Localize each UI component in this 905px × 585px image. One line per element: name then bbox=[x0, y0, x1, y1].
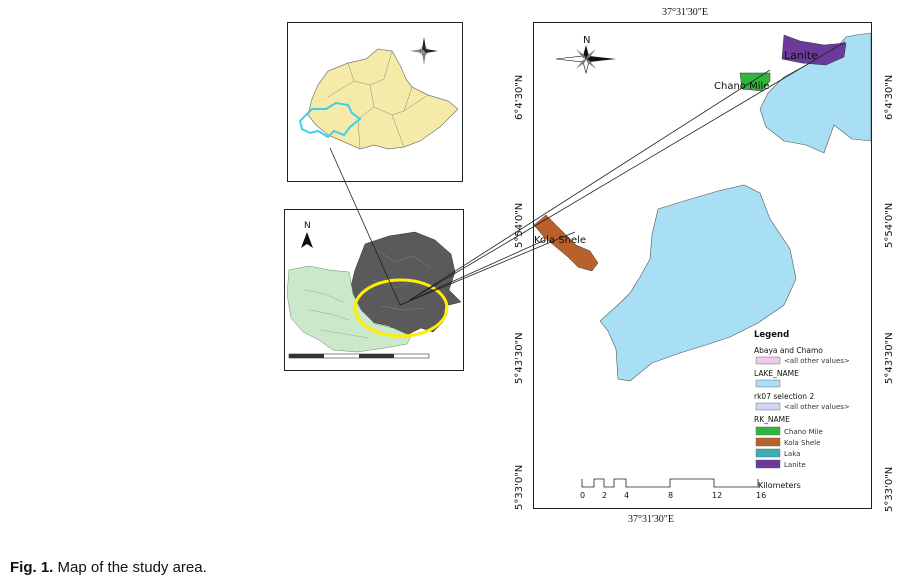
scale-tick-label: 4 bbox=[624, 491, 629, 500]
legend-swatch-laka bbox=[755, 448, 781, 458]
scale-unit: Kilometers bbox=[758, 481, 801, 490]
coord-left-axis: 6°4'30"N 5°54'0"N 5°43'30"N 5°33'0"N bbox=[514, 75, 525, 510]
legend-layer2: LAKE_NAME bbox=[754, 369, 799, 378]
legend-swatch-lake bbox=[755, 379, 781, 388]
coord-right-axis: 6°4'30"N 5°54'0"N 5°43'30"N 5°33'0"N bbox=[884, 75, 895, 512]
scale-ticks: 0 2 4 8 12 16 bbox=[580, 491, 766, 500]
lake-abaya bbox=[599, 184, 797, 382]
legend-layer3-sub: <all other values> bbox=[784, 403, 850, 411]
caption-label: Fig. 1. bbox=[10, 559, 54, 576]
coord-left-4: 5°33'0"N bbox=[514, 465, 525, 510]
zone-scale-bar bbox=[288, 353, 430, 359]
legend-layer1-sub: <all other values> bbox=[784, 357, 850, 365]
legend-swatch-kola-shele bbox=[755, 437, 781, 447]
legend-layer4: RK_NAME bbox=[754, 415, 790, 424]
zone-green-area bbox=[286, 265, 412, 353]
north-arrow-small: N bbox=[301, 221, 313, 248]
main-scale-bar: 0 2 4 8 12 16 Kilometers bbox=[580, 478, 801, 500]
label-kola-shele: Kola Shele bbox=[534, 235, 586, 246]
legend-label-chano-mile: Chano Mile bbox=[784, 428, 823, 436]
legend-swatch-layer1 bbox=[755, 356, 781, 365]
coord-left-3: 5°43'30"N bbox=[514, 332, 525, 384]
compass-rose-main: N bbox=[555, 35, 616, 75]
scale-tick-label: 0 bbox=[580, 491, 585, 500]
lanite-site bbox=[781, 34, 847, 66]
scale-tick-label: 2 bbox=[602, 491, 607, 500]
coord-top: 37°31'30"E bbox=[662, 7, 708, 18]
legend: Legend Abaya and Chamo <all other values… bbox=[754, 330, 850, 469]
legend-items: Chano Mile Kola Shele Laka Lanite bbox=[755, 426, 823, 469]
coord-bottom: 37°31'30"E bbox=[628, 514, 674, 525]
coord-right-2: 5°54'0"N bbox=[884, 203, 895, 248]
legend-swatch-layer3 bbox=[755, 402, 781, 411]
kola-shele-site bbox=[533, 214, 599, 272]
label-chano-mile: Chano Mile bbox=[714, 81, 769, 92]
north-label-main: N bbox=[583, 35, 590, 46]
legend-swatch-lanite bbox=[755, 459, 781, 469]
legend-label-laka: Laka bbox=[784, 450, 800, 458]
zone-map-svg: N bbox=[286, 221, 462, 359]
coord-right-3: 5°43'30"N bbox=[884, 332, 895, 384]
compass-rose-small bbox=[410, 37, 438, 65]
legend-label-kola-shele: Kola Shele bbox=[784, 439, 820, 447]
legend-layer3: rk07 selection 2 bbox=[754, 392, 814, 401]
north-label-small: N bbox=[304, 221, 311, 231]
legend-label-lanite: Lanite bbox=[784, 461, 806, 469]
inset-country-map bbox=[287, 22, 463, 182]
legend-layer1: Abaya and Chamo bbox=[754, 346, 823, 355]
country-region bbox=[307, 48, 459, 150]
scale-tick-label: 16 bbox=[756, 491, 766, 500]
legend-title: Legend bbox=[754, 330, 789, 340]
study-area-circle bbox=[353, 278, 449, 338]
coord-right-1: 6°4'30"N bbox=[884, 75, 895, 120]
scale-tick-label: 8 bbox=[668, 491, 673, 500]
main-map: N Lanite Chano Mile Kola Shele Legend Ab… bbox=[533, 22, 872, 509]
legend-swatch-chano-mile bbox=[755, 426, 781, 436]
coord-right-4: 5°33'0"N bbox=[884, 467, 895, 512]
scale-tick-label: 12 bbox=[712, 491, 722, 500]
coord-left-1: 6°4'30"N bbox=[514, 75, 525, 120]
figure-caption: Fig. 1. Map of the study area. bbox=[10, 559, 207, 576]
main-map-svg: N Lanite Chano Mile Kola Shele Legend Ab… bbox=[533, 32, 872, 500]
coord-left-2: 5°54'0"N bbox=[514, 203, 525, 248]
study-zone-outline bbox=[298, 101, 362, 139]
label-lanite: Lanite bbox=[784, 49, 818, 62]
caption-text: Map of the study area. bbox=[57, 559, 207, 576]
country-map-svg bbox=[298, 37, 459, 150]
